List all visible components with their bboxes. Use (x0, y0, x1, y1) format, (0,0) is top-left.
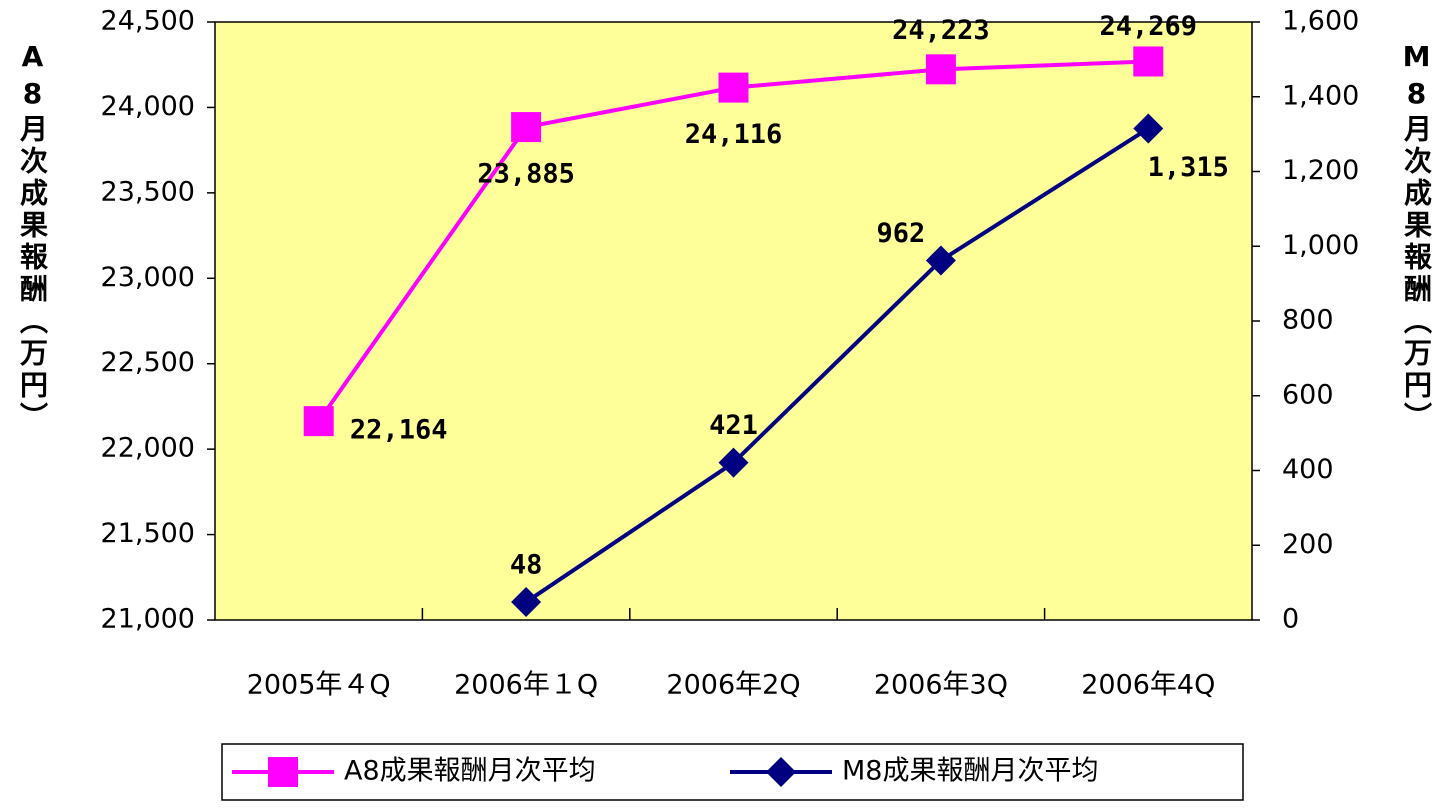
data-point (718, 447, 749, 478)
x-tick-label: 2006年１Q (454, 670, 598, 701)
y2-tick-label: 800 (1282, 305, 1334, 336)
y2-tick-label: 1,200 (1282, 155, 1359, 186)
y-tick-label: 24,000 (101, 91, 195, 122)
y2-tick-label: 1,600 (1282, 6, 1359, 37)
legend-label: A8成果報酬月次平均 (344, 756, 596, 787)
data-label: 22,164 (350, 415, 448, 446)
data-label: 421 (709, 410, 758, 441)
x-tick-label: 2006年4Q (1081, 670, 1215, 701)
data-point (511, 587, 542, 618)
y-tick-label: 21,500 (101, 518, 195, 549)
y2-tick-label: 400 (1282, 454, 1334, 485)
data-point (511, 112, 542, 143)
y2-tick-label: 0 (1282, 604, 1299, 635)
y-tick-label: 23,500 (101, 176, 195, 207)
data-label: 48 (510, 550, 543, 581)
y2-tick-label: 1,000 (1282, 230, 1359, 261)
data-label: 24,116 (685, 119, 783, 150)
legend-marker (268, 757, 298, 787)
data-point (303, 406, 334, 437)
y2-tick-label: 600 (1282, 379, 1334, 410)
data-label: 962 (877, 218, 926, 249)
x-tick-label: 2006年3Q (874, 670, 1008, 701)
x-tick-label: 2005年４Q (247, 670, 391, 701)
data-point (925, 54, 956, 85)
data-label: 24,223 (892, 15, 990, 46)
data-point (925, 245, 956, 276)
data-point (1133, 46, 1164, 77)
data-label: 23,885 (477, 159, 575, 190)
data-point (1133, 113, 1164, 144)
plot-area (214, 21, 1253, 621)
data-label: 24,269 (1100, 11, 1198, 42)
legend-box (221, 743, 1244, 801)
data-point (718, 72, 749, 103)
legend-label: M8成果報酬月次平均 (842, 756, 1098, 787)
y-tick-label: 22,000 (101, 433, 195, 464)
series-line (524, 126, 1150, 604)
y-tick-label: 23,000 (101, 262, 195, 293)
y2-axis-title: M8月次成果報酬（万円） (1400, 40, 1433, 434)
y-tick-label: 22,500 (101, 347, 195, 378)
y2-tick-label: 1,400 (1282, 80, 1359, 111)
data-label: 1,315 (1148, 152, 1229, 183)
y2-tick-label: 200 (1282, 529, 1334, 560)
y-tick-label: 21,000 (101, 604, 195, 635)
y-axis-title: A8月次成果報酬（万円） (16, 40, 49, 434)
legend-marker (766, 757, 796, 787)
x-tick-label: 2006年2Q (666, 670, 800, 701)
y-tick-label: 24,500 (101, 6, 195, 37)
